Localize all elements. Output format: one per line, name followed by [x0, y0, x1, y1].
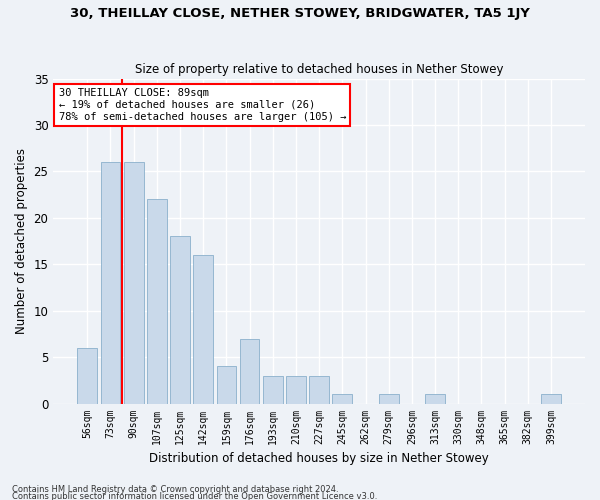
X-axis label: Distribution of detached houses by size in Nether Stowey: Distribution of detached houses by size …: [149, 452, 489, 465]
Bar: [425, 394, 445, 404]
Bar: [170, 236, 190, 404]
Text: 30, THEILLAY CLOSE, NETHER STOWEY, BRIDGWATER, TA5 1JY: 30, THEILLAY CLOSE, NETHER STOWEY, BRIDG…: [70, 8, 530, 20]
Text: 30 THEILLAY CLOSE: 89sqm
← 19% of detached houses are smaller (26)
78% of semi-d: 30 THEILLAY CLOSE: 89sqm ← 19% of detach…: [59, 88, 346, 122]
Bar: [77, 348, 97, 404]
Bar: [124, 162, 143, 404]
Bar: [101, 162, 121, 404]
Bar: [193, 255, 213, 404]
Bar: [240, 338, 259, 404]
Bar: [379, 394, 398, 404]
Bar: [147, 200, 167, 404]
Bar: [217, 366, 236, 404]
Title: Size of property relative to detached houses in Nether Stowey: Size of property relative to detached ho…: [135, 63, 503, 76]
Bar: [309, 376, 329, 404]
Bar: [286, 376, 306, 404]
Bar: [332, 394, 352, 404]
Text: Contains HM Land Registry data © Crown copyright and database right 2024.: Contains HM Land Registry data © Crown c…: [12, 486, 338, 494]
Text: Contains public sector information licensed under the Open Government Licence v3: Contains public sector information licen…: [12, 492, 377, 500]
Bar: [541, 394, 561, 404]
Y-axis label: Number of detached properties: Number of detached properties: [15, 148, 28, 334]
Bar: [263, 376, 283, 404]
